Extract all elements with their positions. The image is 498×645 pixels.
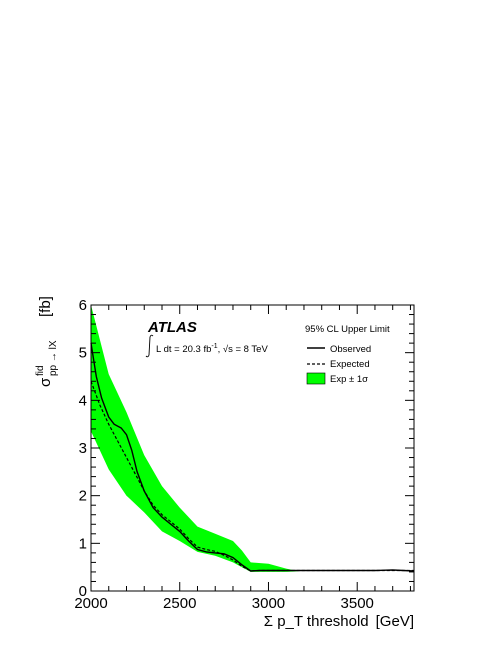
atlas-label: ATLAS [147, 319, 197, 336]
y-tick-label: 2 [79, 488, 87, 505]
svg-text:σ: σ [37, 377, 54, 387]
legend-title: 95% CL Upper Limit [305, 324, 390, 335]
y-axis-title: σ fid pp → lX [fb] [35, 296, 59, 387]
legend: 95% CL Upper Limit Observed Expected Exp… [305, 324, 390, 385]
y-tick-label: 6 [79, 297, 87, 314]
x-tick-label: 2000 [74, 595, 107, 612]
tick-labels-layer: 2000 2500 3000 3500 0 1 2 3 4 5 6 [74, 297, 374, 612]
integral-sign [145, 334, 154, 358]
svg-text:L dt = 20.3 fb-1, √s = 8 TeV: L dt = 20.3 fb-1, √s = 8 TeV [156, 343, 268, 355]
y-tick-label: 3 [79, 440, 87, 457]
legend-band-swatch [306, 372, 326, 385]
svg-text:pp → lX: pp → lX [48, 340, 59, 376]
legend-observed-label: Observed [330, 344, 371, 355]
exp-1sigma-band [91, 305, 414, 572]
y-tick-label: 4 [79, 392, 87, 409]
luminosity-label: L dt = 20.3 fb-1, √s = 8 TeV [145, 334, 268, 358]
expected-limit-line [90, 381, 414, 572]
band-layer [91, 305, 414, 572]
ticks-layer [90, 304, 414, 592]
x-tick-label: 3000 [252, 595, 285, 612]
x-tick-label: 3500 [341, 595, 374, 612]
y-tick-label: 0 [79, 583, 87, 600]
series-layer [90, 342, 415, 572]
svg-text:[fb]: [fb] [37, 296, 54, 317]
svg-text:fid: fid [35, 365, 46, 376]
legend-expected-label: Expected [330, 359, 370, 370]
x-axis-title: Σ p_T threshold [GeV] [264, 613, 414, 630]
legend-band-label: Exp ± 1σ [330, 374, 368, 385]
x-tick-label: 2500 [163, 595, 196, 612]
y-tick-label: 1 [79, 535, 87, 552]
y-tick-label: 5 [79, 345, 87, 362]
